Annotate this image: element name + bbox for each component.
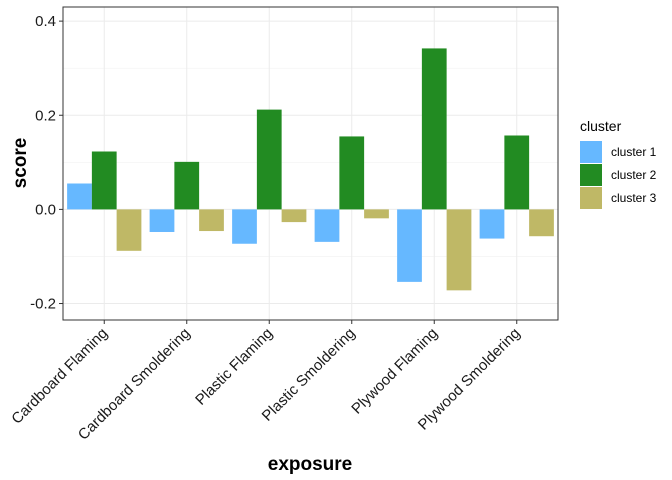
bar-cluster-2 [256, 109, 282, 210]
legend-label-cluster-2: cluster 2 [611, 168, 657, 182]
bars [67, 48, 554, 291]
bar-cluster-2 [504, 135, 530, 210]
y-axis: -0.2 0.0 0.2 0.4 [30, 13, 63, 313]
x-axis-title: exposure [268, 454, 352, 475]
bar-cluster-2 [91, 151, 117, 210]
y-axis-title: score [10, 138, 31, 189]
y-tick-label: -0.2 [30, 296, 56, 313]
bar-cluster-3 [446, 209, 472, 291]
bar-cluster-3 [116, 209, 142, 251]
bar-cluster-1 [149, 209, 175, 232]
legend-label-cluster-3: cluster 3 [611, 191, 657, 205]
legend-swatch-cluster-3 [580, 187, 602, 209]
bar-cluster-1 [67, 183, 92, 210]
x-tick-label: Plywood Flaming [348, 325, 441, 418]
legend-swatch-cluster-1 [580, 141, 602, 163]
bar-cluster-2 [339, 136, 365, 210]
bar-cluster-2 [421, 48, 447, 210]
bar-cluster-2 [174, 161, 200, 210]
y-tick-label: 0.4 [35, 13, 56, 30]
y-tick-label: 0.2 [35, 107, 56, 124]
plot-background [63, 7, 558, 320]
x-tick-label: Plastic Flaming [192, 325, 276, 409]
bar-cluster-1 [397, 209, 422, 282]
bar-cluster-1 [232, 209, 257, 244]
bar-cluster-1 [314, 209, 340, 242]
bar-cluster-3 [199, 209, 224, 232]
minor-gridlines [63, 67, 558, 257]
legend-swatch-cluster-2 [580, 164, 602, 186]
y-tick-label: 0.0 [35, 201, 56, 218]
x-tick-label: Plastic Smoldering [259, 325, 359, 425]
legend-label-cluster-1: cluster 1 [611, 145, 657, 159]
bar-cluster-1 [479, 209, 505, 239]
plot-border [62, 6, 559, 321]
legend-title: cluster [580, 118, 622, 134]
bar-cluster-3 [529, 209, 554, 237]
bar-cluster-3 [364, 209, 389, 219]
legend: cluster cluster 1 cluster 2 cluster 3 [580, 118, 657, 209]
bar-cluster-3 [281, 209, 307, 223]
